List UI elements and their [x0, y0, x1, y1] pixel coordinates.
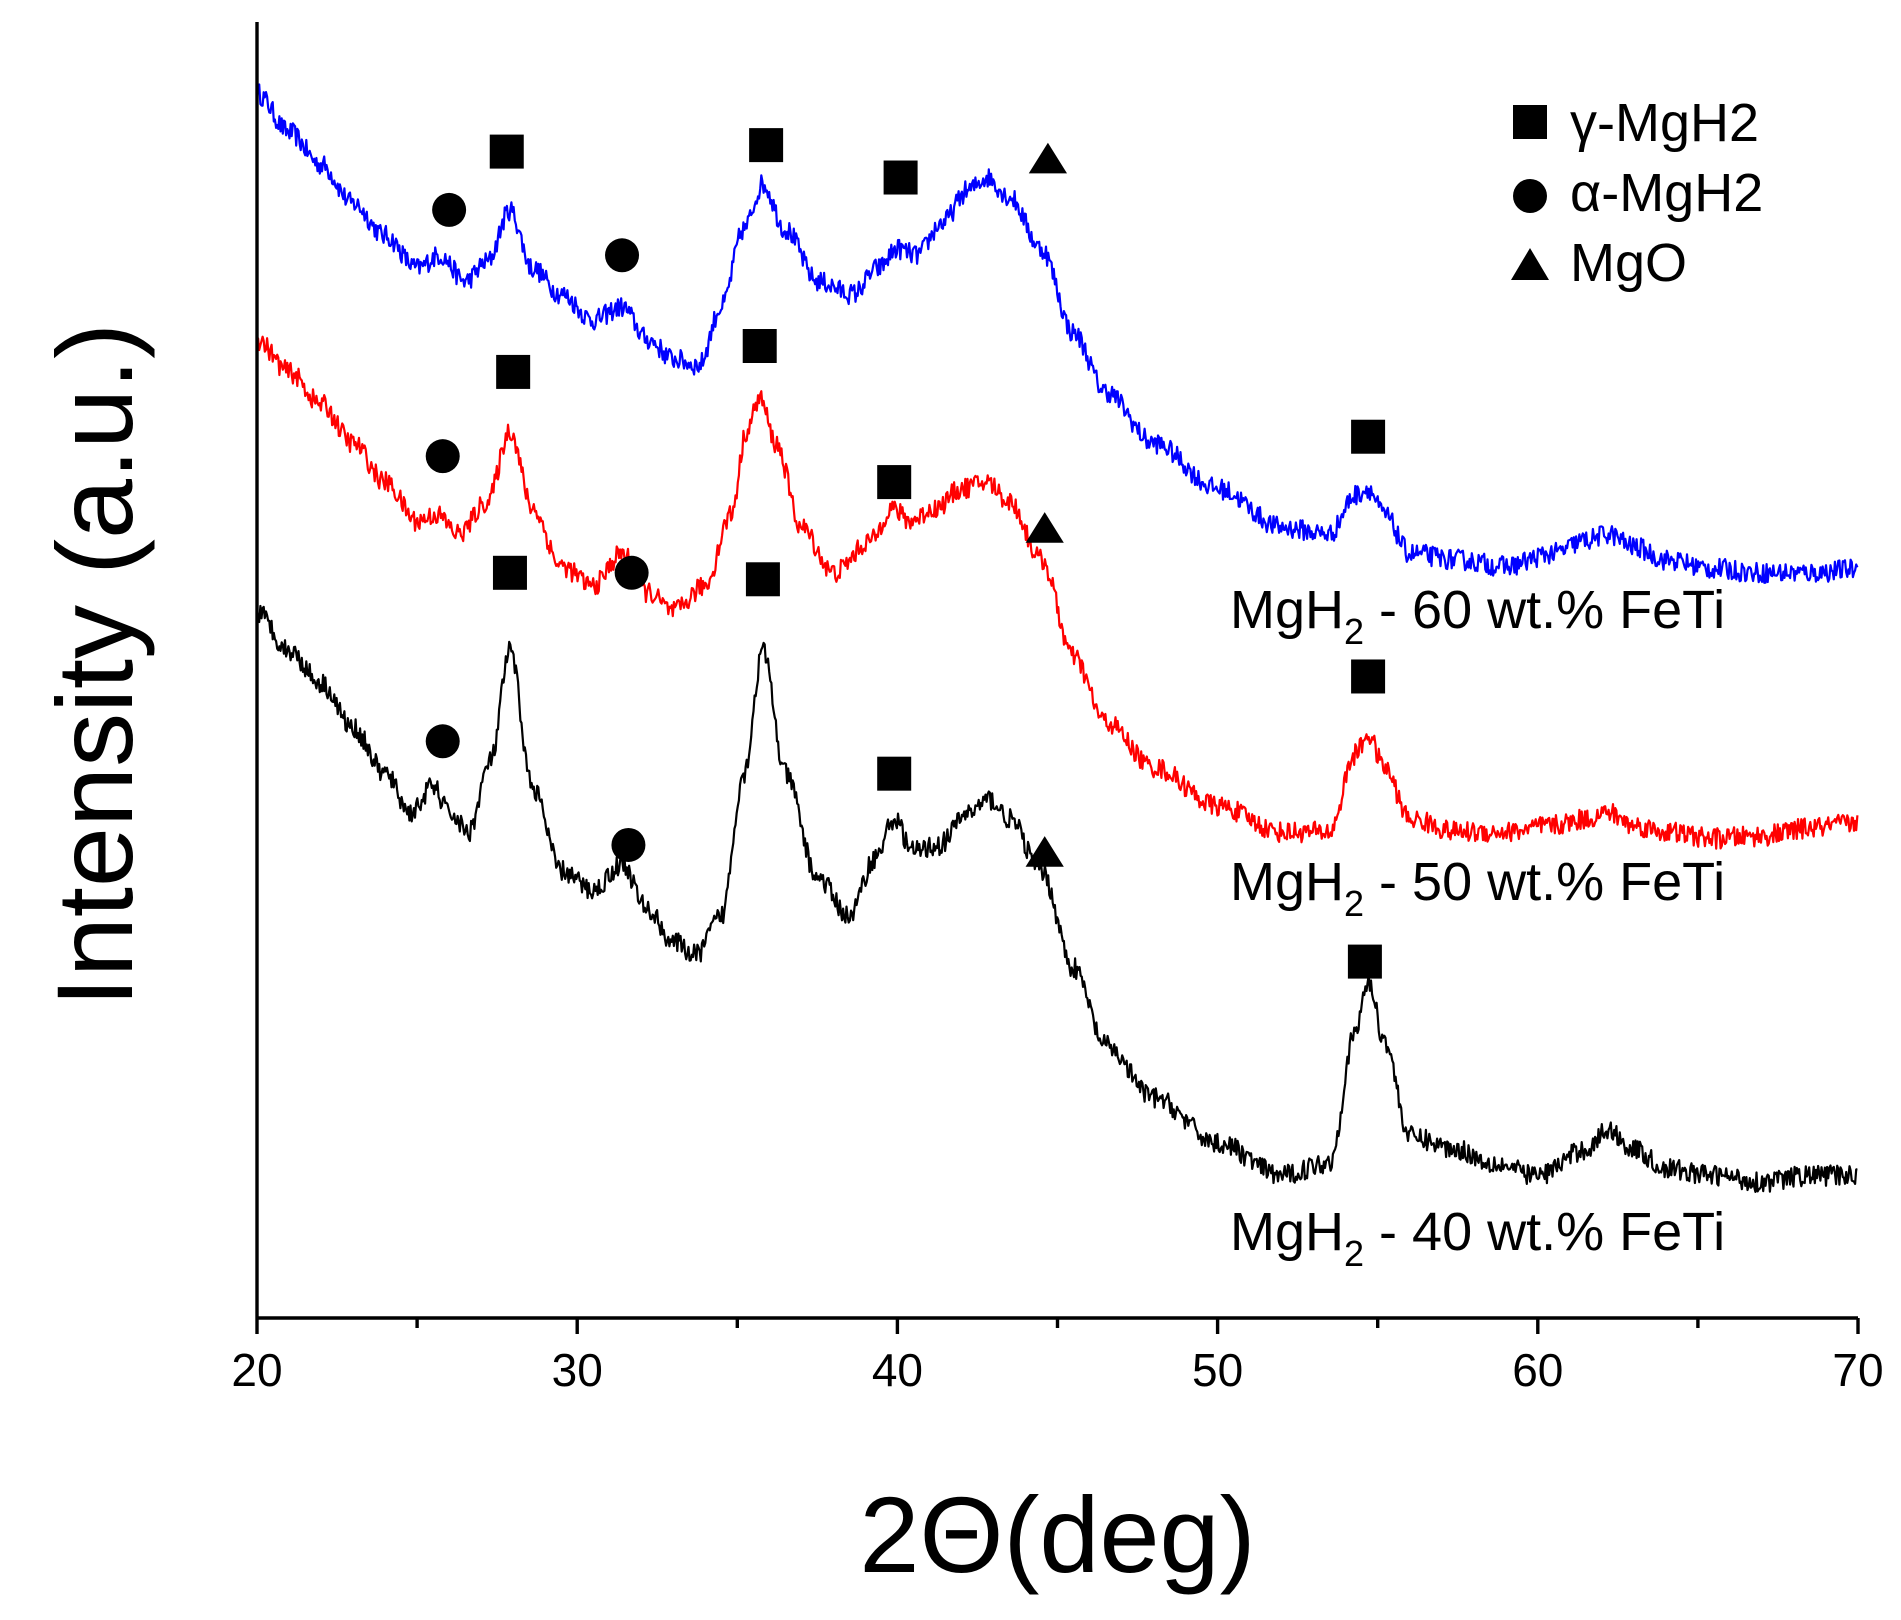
peak-marker-square	[883, 160, 918, 195]
peak-marker-square	[749, 128, 784, 163]
series-line-3	[255, 604, 1858, 1193]
series-label-subscript: 2	[1344, 611, 1364, 652]
legend-label: γ-MgH2	[1570, 93, 1759, 153]
series-label-3: MgH2 - 40 wt.% FeTi	[1230, 1202, 1725, 1274]
plot-area	[255, 83, 1859, 1193]
x-tick-label: 70	[1832, 1344, 1883, 1396]
x-tick-label: 60	[1512, 1344, 1563, 1396]
series-label-1: MgH2 - 60 wt.% FeTi	[1230, 580, 1725, 652]
legend: γ-MgH2 α-MgH2 MgO	[1511, 93, 1763, 293]
peak-marker-circle	[425, 724, 460, 759]
series-label-main: MgH	[1230, 580, 1344, 640]
legend-label: α-MgH2	[1570, 163, 1763, 223]
series-label-main: MgH	[1230, 1202, 1344, 1262]
peak-marker-circle	[611, 827, 646, 862]
peak-marker-circle	[432, 192, 467, 227]
peak-marker-triangle	[1028, 142, 1068, 174]
x-tick-label: 50	[1192, 1344, 1243, 1396]
x-tick-label: 20	[231, 1344, 282, 1396]
peak-marker-square	[1351, 419, 1386, 454]
legend-circle-icon	[1513, 179, 1547, 213]
x-axis-title: 2Θ(deg)	[859, 1474, 1255, 1595]
legend-triangle-icon	[1511, 248, 1549, 280]
peak-marker-square	[496, 354, 531, 389]
series-label-rest: - 60 wt.% FeTi	[1364, 580, 1725, 640]
legend-label: MgO	[1570, 233, 1687, 293]
series-label-main: MgH	[1230, 852, 1344, 912]
series-label-rest: - 50 wt.% FeTi	[1364, 852, 1725, 912]
series-label-subscript: 2	[1344, 883, 1364, 924]
peak-marker-square	[745, 562, 780, 597]
series-line-1	[255, 83, 1859, 584]
series-line-2	[255, 335, 1859, 850]
peak-marker-circle	[425, 439, 460, 474]
legend-square-icon	[1513, 105, 1547, 139]
peak-marker-square	[1351, 659, 1386, 694]
y-axis-title: Intensity (a.u.)	[34, 323, 155, 1007]
series-label-subscript: 2	[1344, 1233, 1364, 1274]
peak-marker-square	[877, 756, 912, 791]
axes: 20 30 40 50 60 70	[231, 22, 1884, 1396]
peak-marker-square	[492, 555, 527, 590]
series-label-2: MgH2 - 50 wt.% FeTi	[1230, 852, 1725, 924]
peak-marker-square	[489, 134, 524, 169]
peak-marker-circle	[605, 238, 640, 273]
peak-marker-triangle	[1025, 836, 1064, 867]
peak-marker-square	[1347, 944, 1382, 979]
peak-marker-triangle	[1025, 512, 1064, 543]
series-label-rest: - 40 wt.% FeTi	[1364, 1202, 1725, 1262]
peak-marker-circle	[614, 555, 649, 590]
peak-marker-square	[877, 465, 912, 500]
x-tick-label: 30	[552, 1344, 603, 1396]
peak-marker-square	[742, 329, 777, 363]
x-tick-label: 40	[872, 1344, 923, 1396]
